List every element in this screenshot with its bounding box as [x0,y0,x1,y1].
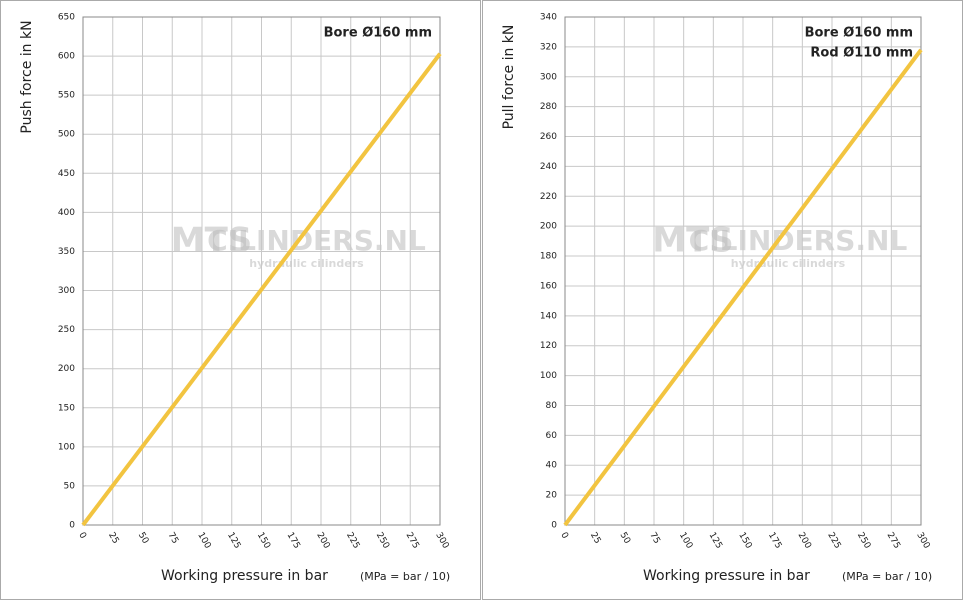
panel-border [0,0,481,600]
y-tick-label: 40 [546,461,558,471]
y-tick-label: 240 [540,162,557,172]
series-line [563,48,923,527]
x-tick-label: 150 [736,531,753,551]
x-tick-label: 225 [825,531,842,551]
y-tick-label: 20 [546,491,558,501]
y-tick-label: 260 [540,132,557,142]
y-tick-label: 320 [540,42,557,52]
y-tick-label: 60 [546,431,558,441]
x-tick-label: 275 [403,531,420,551]
y-tick-label: 450 [58,169,75,179]
x-tick-label: 0 [76,531,88,541]
x-tick-label: 175 [766,531,783,551]
x-tick-label: 200 [314,531,331,551]
x-axis-title: Working pressure in bar [161,568,328,584]
y-tick-label: 0 [551,521,557,531]
x-tick-label: 25 [588,531,602,546]
y-tick-label: 200 [58,364,75,374]
y-tick-label: 340 [540,13,557,23]
x-axis-note: (MPa = bar / 10) [842,570,932,583]
watermark: CILINDERS.NL [207,224,426,257]
x-tick-label: 25 [106,531,120,546]
x-tick-label: 50 [618,531,633,546]
y-tick-label: 250 [58,325,75,335]
plot-frame [564,16,922,526]
y-tick-label: 100 [540,371,557,381]
x-tick-label: 0 [558,531,570,541]
x-tick-label: 150 [255,531,272,551]
x-tick-label: 275 [885,531,902,551]
watermark: MTS [171,221,253,261]
y-tick-label: 100 [58,442,75,452]
y-tick-label: 160 [540,281,557,291]
annotation: Rod Ø110 mm [810,46,913,61]
watermark: MTS [652,221,734,261]
y-tick-label: 550 [58,91,75,101]
x-tick-label: 200 [796,531,813,551]
x-tick-label: 300 [914,531,931,551]
plot-frame [82,16,441,526]
y-tick-label: 400 [58,208,75,218]
x-tick-label: 225 [344,531,361,551]
x-tick-label: 125 [225,531,242,551]
x-tick-label: 100 [677,531,694,551]
y-tick-label: 0 [69,521,75,531]
y-tick-label: 300 [540,72,557,82]
y-axis-title: Pull force in kN [501,25,517,130]
y-tick-label: 300 [58,286,75,296]
y-tick-label: 80 [546,401,558,411]
x-tick-label: 250 [374,531,391,551]
y-tick-label: 650 [58,13,75,23]
x-tick-label: 300 [433,531,450,551]
x-tick-label: 175 [284,531,301,551]
y-tick-label: 220 [540,192,557,202]
x-tick-label: 250 [855,531,872,551]
y-tick-label: 500 [58,130,75,140]
y-tick-label: 280 [540,102,557,112]
y-axis-title: Push force in kN [19,20,35,133]
y-tick-label: 350 [58,247,75,257]
x-tick-label: 125 [707,531,724,551]
x-axis-title: Working pressure in bar [643,568,810,584]
watermark: hydraulic cilinders [731,257,846,270]
y-tick-label: 120 [540,341,557,351]
series-line [81,52,442,527]
y-tick-label: 600 [58,52,75,62]
y-tick-label: 140 [540,311,557,321]
x-tick-label: 75 [647,531,661,546]
y-tick-label: 50 [64,481,76,491]
x-tick-label: 75 [165,531,179,546]
annotation: Bore Ø160 mm [805,26,913,41]
watermark: hydraulic cilinders [249,257,364,270]
annotation: Bore Ø160 mm [324,26,432,41]
y-tick-label: 200 [540,222,557,232]
watermark: CILINDERS.NL [689,224,908,257]
x-tick-label: 50 [136,531,151,546]
x-axis-note: (MPa = bar / 10) [360,570,450,583]
y-tick-label: 150 [58,403,75,413]
x-tick-label: 100 [195,531,212,551]
y-tick-label: 180 [540,252,557,262]
